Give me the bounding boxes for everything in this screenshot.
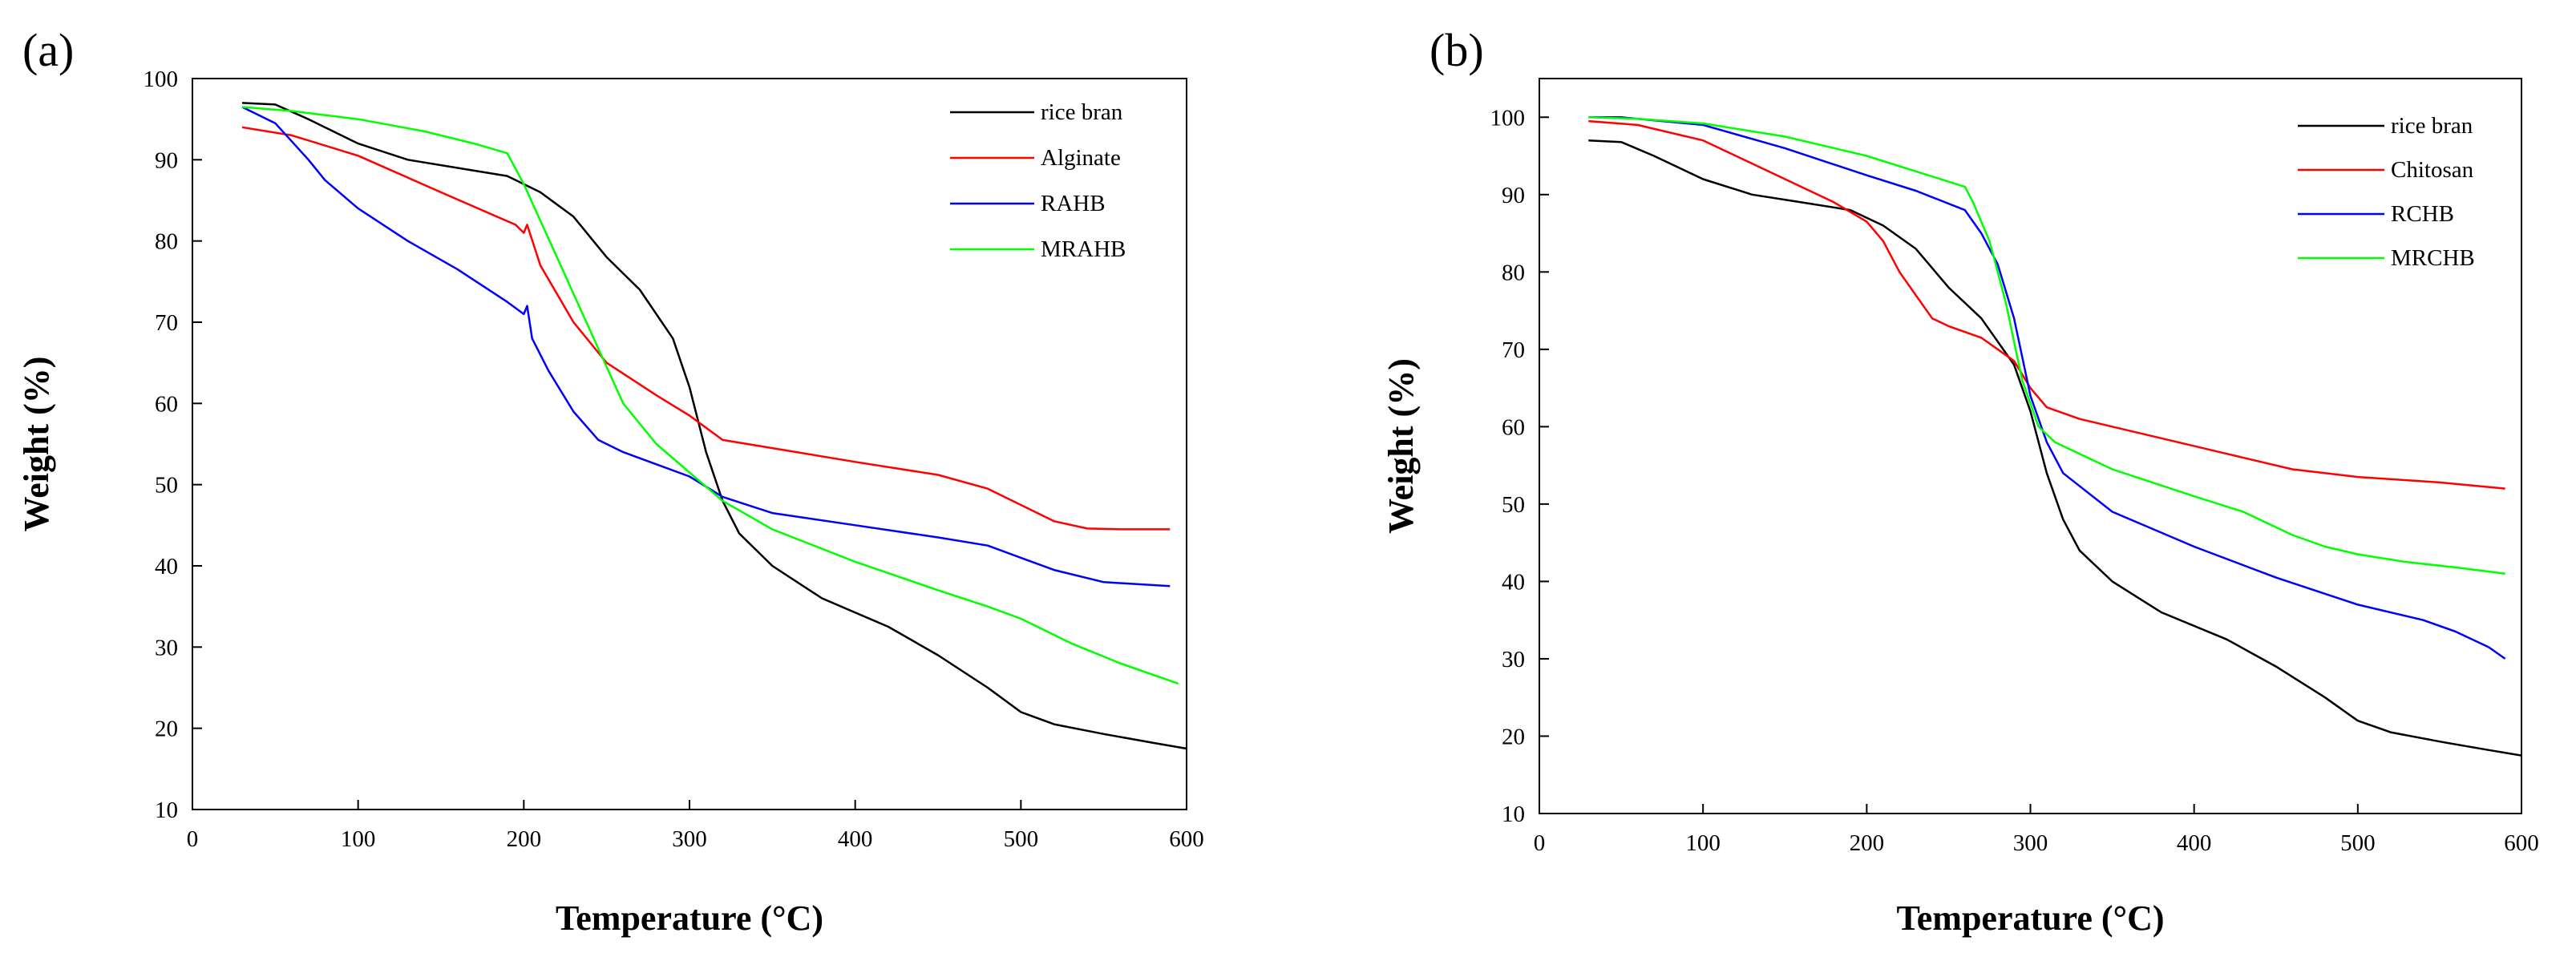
y-tick-label: 60 xyxy=(155,391,178,417)
y-tick-label: 70 xyxy=(1502,337,1525,363)
series-line-mrchb xyxy=(1588,116,2505,575)
legend-label: Alginate xyxy=(1041,145,1121,171)
x-axis-title: Temperature (°C) xyxy=(1896,898,2164,938)
x-tick-label: 200 xyxy=(507,826,542,852)
x-tick-label: 100 xyxy=(1685,830,1721,856)
legend-label: rice bran xyxy=(2391,113,2473,139)
x-tick-label: 500 xyxy=(1004,826,1039,852)
legend-label: rice bran xyxy=(1041,99,1123,125)
y-tick-label: 20 xyxy=(1502,724,1525,749)
x-tick-label: 600 xyxy=(1169,826,1204,852)
x-tick-label: 400 xyxy=(2177,830,2212,856)
chart-panel-a: 0 100 200 300 400 500 600 10 20 30 40 50 60 70 80 90 100… xyxy=(17,24,1204,938)
y-tick-label: 100 xyxy=(1490,105,1526,131)
series-line-mrahb xyxy=(241,106,1179,685)
y-tick-label: 30 xyxy=(155,635,178,660)
y-tick-label: 50 xyxy=(1502,492,1525,518)
series-line-rice-bran xyxy=(241,102,1187,750)
x-tick-label: 200 xyxy=(1850,830,1885,856)
y-tick-label: 40 xyxy=(1502,569,1525,595)
x-axis-title: Temperature (°C) xyxy=(556,898,823,938)
legend-label: MRAHB xyxy=(1041,236,1126,262)
y-tick-label: 50 xyxy=(155,473,178,499)
plot-frame xyxy=(192,78,1187,810)
y-tick-label: 30 xyxy=(1502,647,1525,672)
x-tick-label: 300 xyxy=(2013,830,2048,856)
y-tick-label: 90 xyxy=(155,147,178,173)
panel-label: (a) xyxy=(22,24,74,76)
chart-panel-b: 0 100 200 300 400 500 600 10 20 30 40 50 60 70 80 90 100… xyxy=(1381,24,2539,938)
y-tick-label: 60 xyxy=(1502,414,1525,440)
legend-label: RAHB xyxy=(1041,191,1106,216)
series-line-rchb xyxy=(1588,116,2506,660)
x-tick-label: 0 xyxy=(187,826,199,852)
x-tick-label: 0 xyxy=(1534,830,1546,856)
y-tick-label: 20 xyxy=(155,717,178,742)
legend-label: Chitosan xyxy=(2391,157,2474,183)
x-tick-label: 300 xyxy=(672,826,707,852)
plot-frame xyxy=(1539,78,2522,814)
y-tick-label: 40 xyxy=(155,554,178,579)
y-tick-label: 80 xyxy=(1502,260,1525,285)
x-tick-label: 500 xyxy=(2340,830,2376,856)
panel-label: (b) xyxy=(1430,24,1484,76)
y-tick-label: 100 xyxy=(144,67,179,92)
y-tick-label: 80 xyxy=(155,229,178,255)
y-tick-label: 10 xyxy=(155,797,178,823)
series-line-rahb xyxy=(241,106,1171,587)
y-axis-title: Weight (%) xyxy=(1381,358,1421,534)
x-tick-label: 400 xyxy=(838,826,873,852)
y-tick-label: 70 xyxy=(155,310,178,336)
y-tick-label: 90 xyxy=(1502,183,1525,208)
x-tick-label: 100 xyxy=(341,826,376,852)
y-axis-title: Weight (%) xyxy=(17,357,56,532)
x-tick-label: 600 xyxy=(2504,830,2539,856)
series-line-alginate xyxy=(241,126,1171,531)
legend-label: MRCHB xyxy=(2391,245,2475,271)
series-line-chitosan xyxy=(1588,119,2505,490)
series-line-rice-bran xyxy=(1588,139,2522,757)
y-tick-label: 10 xyxy=(1502,801,1525,827)
legend-label: RCHB xyxy=(2391,201,2454,227)
